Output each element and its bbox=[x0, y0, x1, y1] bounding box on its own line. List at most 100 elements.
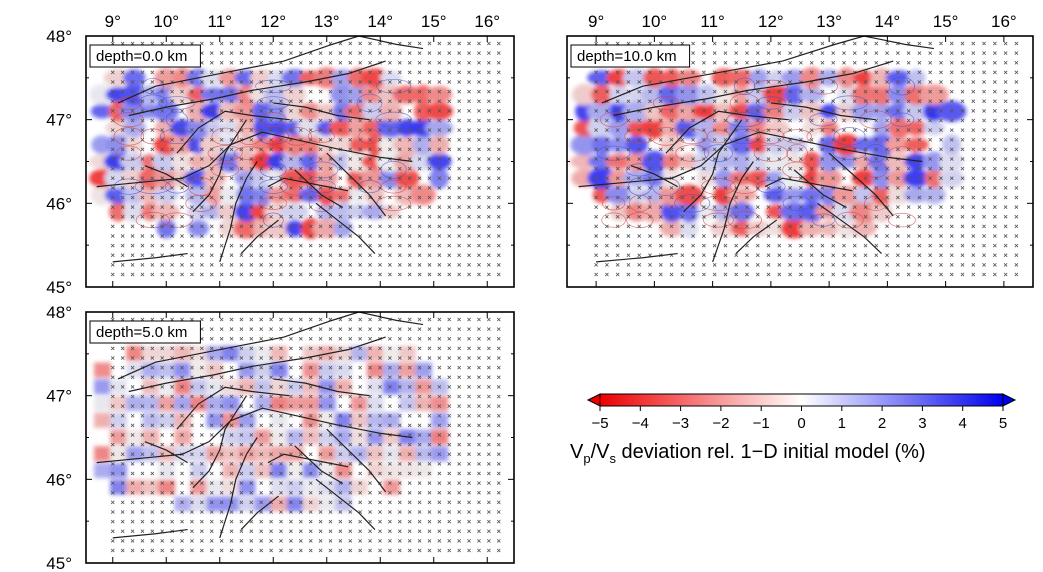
grid-node bbox=[368, 262, 372, 267]
grid-node bbox=[348, 461, 353, 466]
grid-node bbox=[885, 51, 889, 56]
grid-node bbox=[852, 89, 857, 94]
grid-node bbox=[680, 108, 685, 113]
resolution-ellipse bbox=[652, 177, 680, 196]
grid-node bbox=[110, 490, 115, 495]
grid-node bbox=[318, 195, 323, 200]
depth-label-box bbox=[89, 44, 201, 68]
anomaly-cell bbox=[142, 479, 160, 495]
grid-node bbox=[199, 346, 204, 351]
grid-node bbox=[427, 137, 432, 142]
grid-node bbox=[298, 128, 303, 133]
grid-node bbox=[637, 137, 642, 142]
resolution-ellipse bbox=[233, 146, 265, 160]
grid-node bbox=[928, 89, 933, 94]
grid-node bbox=[170, 346, 175, 351]
grid-node bbox=[308, 481, 313, 485]
grid-node bbox=[949, 205, 954, 209]
grid-node bbox=[209, 481, 214, 485]
grid-node bbox=[809, 41, 814, 46]
grid-node bbox=[486, 481, 491, 485]
grid-node bbox=[885, 128, 889, 133]
grid-node bbox=[229, 89, 234, 94]
grid-node bbox=[130, 384, 135, 389]
grid-node bbox=[308, 538, 313, 543]
grid-node bbox=[348, 99, 353, 104]
grid-node bbox=[397, 423, 402, 428]
grid-node bbox=[259, 365, 264, 370]
grid-node bbox=[328, 108, 333, 113]
grid-node bbox=[298, 262, 303, 267]
grid-node bbox=[199, 423, 204, 428]
grid-node bbox=[239, 529, 244, 534]
grid-node bbox=[407, 471, 412, 476]
fault-lines bbox=[96, 36, 424, 263]
resolution-ellipse bbox=[753, 144, 789, 162]
grid-node bbox=[467, 519, 471, 524]
grid-node bbox=[328, 500, 333, 505]
grid-node bbox=[917, 205, 922, 209]
grid-node bbox=[669, 128, 674, 133]
grid-node bbox=[190, 356, 194, 360]
grid-node bbox=[928, 176, 933, 181]
grid-node bbox=[874, 243, 879, 248]
grid-node bbox=[745, 195, 749, 200]
grid-node bbox=[766, 176, 771, 181]
grid-node bbox=[928, 272, 933, 277]
grid-node bbox=[971, 118, 976, 123]
grid-node bbox=[496, 471, 501, 476]
grid-node bbox=[447, 500, 452, 505]
grid-node bbox=[626, 195, 631, 200]
grid-node bbox=[637, 205, 642, 209]
anomaly-cell bbox=[318, 429, 336, 445]
grid-node bbox=[917, 99, 922, 104]
grid-node bbox=[348, 356, 353, 360]
grid-node bbox=[486, 147, 491, 152]
grid-node bbox=[289, 243, 293, 248]
grid-node bbox=[486, 452, 491, 457]
anomaly-cell bbox=[122, 69, 146, 87]
grid-node bbox=[960, 214, 965, 219]
grid-node bbox=[417, 442, 422, 447]
grid-node bbox=[318, 51, 323, 56]
grid-node bbox=[219, 365, 224, 370]
grid-node bbox=[160, 224, 165, 229]
grid-node bbox=[239, 548, 244, 553]
grid-node bbox=[906, 99, 911, 104]
grid-node bbox=[496, 205, 501, 209]
grid-node bbox=[971, 234, 976, 238]
grid-node bbox=[219, 548, 224, 553]
grid-node bbox=[219, 490, 224, 495]
grid-node bbox=[298, 234, 303, 238]
grid-node bbox=[378, 234, 382, 238]
grid-node bbox=[298, 99, 303, 104]
grid-node bbox=[289, 384, 293, 389]
grid-node bbox=[417, 137, 422, 142]
grid-node bbox=[467, 529, 471, 534]
anomaly-cell bbox=[748, 136, 770, 154]
depth-label-text: depth=10.0 km bbox=[577, 48, 677, 65]
grid-node bbox=[457, 99, 462, 104]
grid-node bbox=[110, 500, 115, 505]
grid-node bbox=[318, 452, 323, 457]
grid-node bbox=[318, 128, 323, 133]
grid-node bbox=[140, 80, 145, 84]
grid-node bbox=[160, 234, 165, 238]
grid-node bbox=[971, 137, 976, 142]
anomaly-cell bbox=[587, 101, 617, 122]
grid-node bbox=[199, 471, 204, 476]
grid-node bbox=[358, 118, 363, 123]
grid-node bbox=[298, 41, 303, 46]
grid-node bbox=[852, 41, 857, 46]
grid-node bbox=[626, 128, 631, 133]
grid-node bbox=[397, 538, 402, 543]
grid-node bbox=[130, 253, 135, 258]
grid-node bbox=[190, 481, 194, 485]
grid-node bbox=[457, 128, 462, 133]
grid-node bbox=[259, 157, 264, 161]
grid-node bbox=[691, 89, 695, 94]
grid-node bbox=[906, 70, 911, 75]
grid-node bbox=[407, 433, 412, 437]
colorbar-left-arrow bbox=[586, 393, 601, 407]
grid-node bbox=[417, 538, 422, 543]
